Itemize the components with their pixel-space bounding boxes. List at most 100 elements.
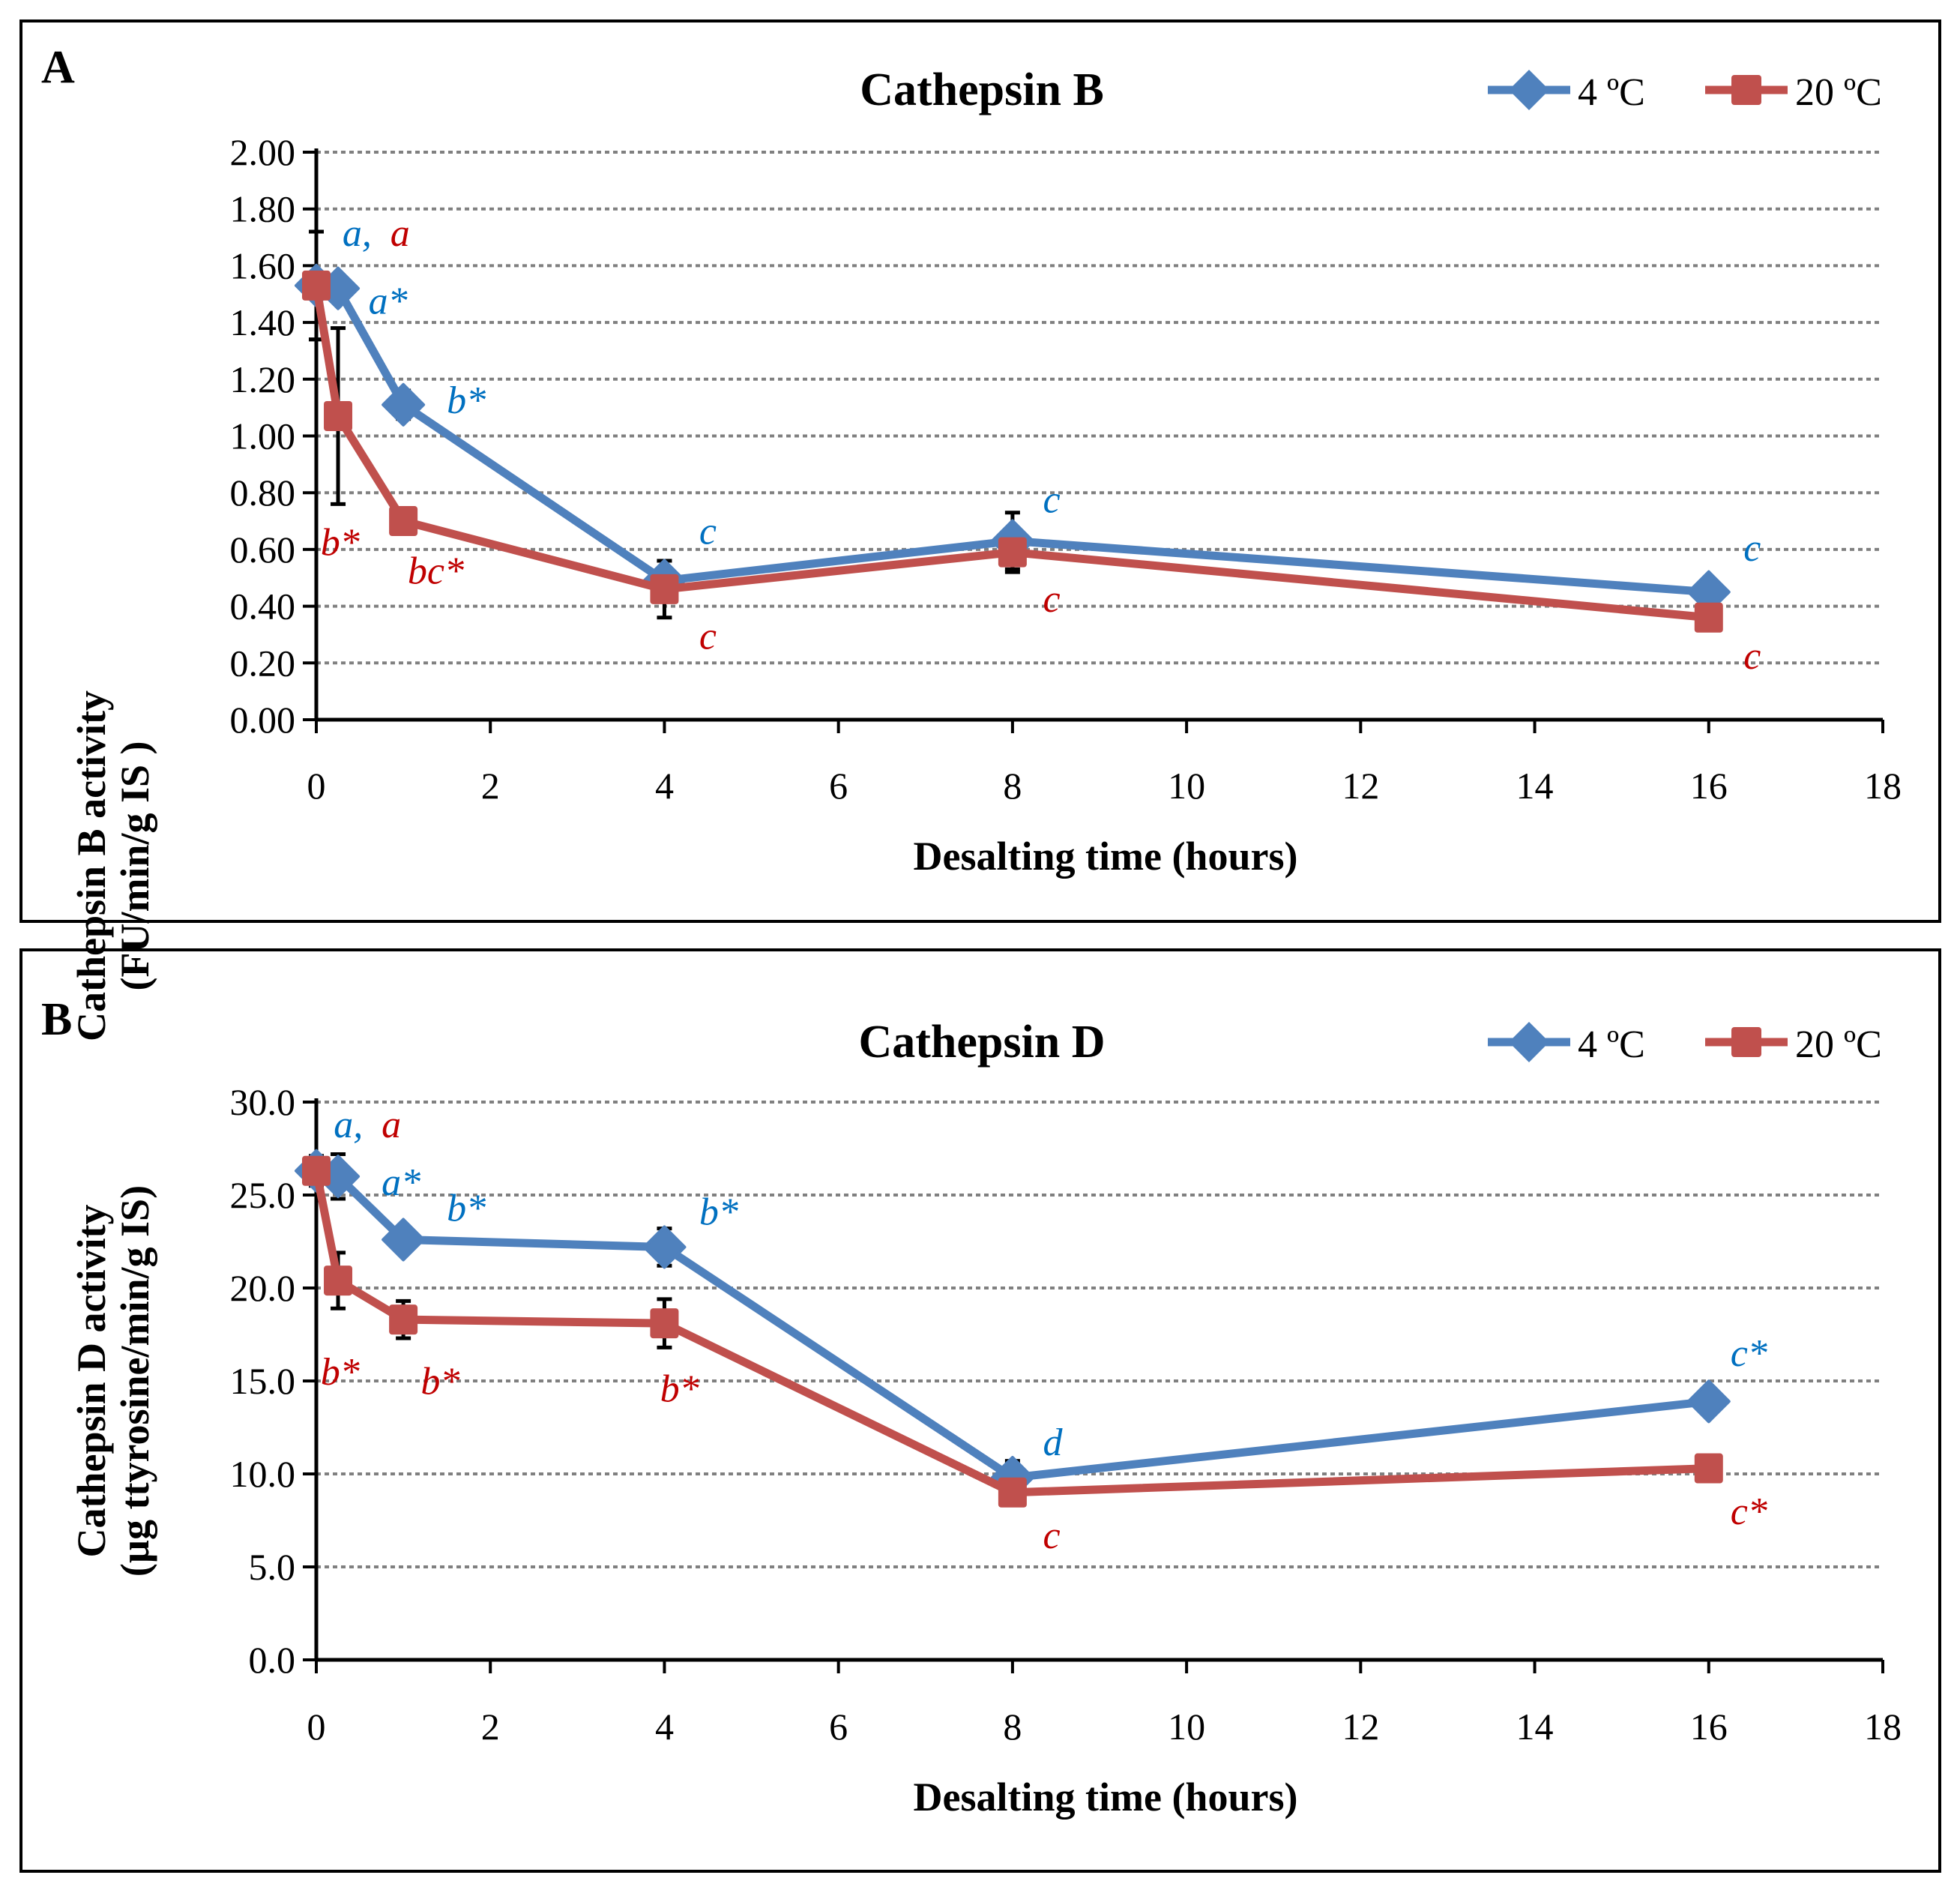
x-tick-label: 8 (1003, 1706, 1022, 1748)
y-tick-label: 0.00 (230, 699, 296, 741)
y-tick-label: 10.0 (230, 1453, 296, 1495)
y-axis-label: Cathepsin B activity(FU/min/g IS ) (69, 690, 157, 1041)
y-tick-label: 1.20 (230, 358, 296, 400)
y-tick-label: 5.0 (249, 1546, 296, 1588)
legend-marker-diamond (1509, 1022, 1549, 1062)
x-tick-label: 10 (1168, 1706, 1205, 1748)
significance-label: c (1743, 635, 1761, 678)
panel-label: B (41, 994, 72, 1045)
y-tick-label: 0.20 (230, 642, 296, 684)
data-point-square (389, 506, 418, 537)
significance-label: b* (447, 379, 486, 422)
y-tick-label: 0.40 (230, 586, 296, 628)
data-point-square (302, 270, 331, 301)
significance-label: b* (660, 1367, 699, 1410)
data-point-square (998, 537, 1027, 568)
y-tick-label: 0.60 (230, 529, 296, 571)
significance-label: c (1043, 578, 1061, 621)
legend: 4 ºC 20 ºC (1488, 1022, 1882, 1066)
data-point-diamond (1686, 1379, 1731, 1424)
panel-border (19, 19, 1941, 923)
x-tick-label: 2 (481, 765, 500, 807)
data-point-square (1694, 602, 1723, 633)
y-tick-label: 2.00 (230, 131, 296, 173)
x-axis-label: Desalting time (hours) (914, 834, 1298, 879)
y-axis-label-line: (FU/min/g IS ) (112, 741, 157, 990)
y-tick-label: 25.0 (230, 1174, 296, 1216)
significance-label: b* (321, 521, 360, 564)
x-tick-label: 8 (1003, 765, 1022, 807)
significance-label: b* (321, 1351, 360, 1394)
x-axis-label: Desalting time (hours) (914, 1775, 1298, 1820)
y-tick-label: 1.80 (230, 188, 296, 230)
chart-title: Cathepsin B (860, 64, 1104, 115)
y-axis-label-line: Cathepsin D activity (69, 1205, 114, 1558)
series-line-20c (312, 284, 1710, 622)
legend-label: 20 ºC (1795, 71, 1882, 114)
series-line-20c (312, 1170, 1709, 1497)
legend-marker-square (1731, 75, 1761, 105)
legend: 4 ºC 20 ºC (1488, 70, 1882, 114)
significance-label: c* (1731, 1332, 1767, 1375)
legend-label: 4 ºC (1578, 1023, 1645, 1066)
significance-label: c (1043, 479, 1061, 522)
x-tick-label: 14 (1516, 1706, 1554, 1748)
significance-label: c (699, 615, 717, 657)
data-point-diamond (382, 1218, 426, 1262)
panel-border (19, 948, 1941, 1873)
data-point-square (389, 1304, 418, 1335)
significance-label: a (382, 1104, 401, 1146)
x-tick-label: 6 (829, 1706, 848, 1748)
significance-label: a* (369, 280, 408, 323)
significance-label: b* (699, 1191, 738, 1234)
y-axis-label-line: Cathepsin B activity (69, 690, 114, 1041)
x-tick-label: 2 (481, 1706, 500, 1748)
y-tick-label: 0.80 (230, 472, 296, 514)
significance-label: a, (334, 1104, 363, 1146)
data-point-square (302, 1155, 331, 1186)
panel-label: A (41, 42, 75, 93)
x-tick-label: 6 (829, 765, 848, 807)
y-tick-label: 15.0 (230, 1360, 296, 1402)
data-point-diamond (382, 382, 426, 427)
data-point-square (998, 1477, 1027, 1508)
y-tick-label: 1.60 (230, 244, 296, 286)
significance-label: a, (343, 212, 372, 255)
significance-label: c (1743, 527, 1761, 570)
y-axis-label-line: (µg ttyrosine/min/g IS) (112, 1185, 157, 1577)
x-tick-label: 18 (1864, 1706, 1902, 1748)
data-point-square (324, 1265, 353, 1296)
significance-label: c* (1731, 1490, 1767, 1533)
x-tick-label: 12 (1342, 765, 1379, 807)
significance-label: d (1043, 1421, 1064, 1464)
y-tick-label: 1.00 (230, 415, 296, 457)
data-point-square (650, 574, 679, 604)
x-tick-label: 12 (1342, 1706, 1379, 1748)
significance-label: a* (382, 1161, 420, 1204)
significance-label: c (1043, 1514, 1061, 1557)
x-tick-label: 16 (1690, 1706, 1728, 1748)
significance-label: c (699, 510, 717, 553)
x-tick-label: 4 (655, 1706, 674, 1748)
chart-title: Cathepsin D (858, 1017, 1105, 1068)
legend-label: 4 ºC (1578, 71, 1645, 114)
significance-label: b* (447, 1188, 486, 1230)
significance-label: b* (420, 1360, 459, 1403)
x-tick-label: 14 (1516, 765, 1554, 807)
y-tick-label: 0.0 (249, 1639, 296, 1681)
y-tick-label: 30.0 (230, 1081, 296, 1123)
significance-label: bc* (408, 550, 464, 592)
x-tick-label: 4 (655, 765, 674, 807)
data-point-diamond (642, 1225, 687, 1269)
y-tick-label: 20.0 (230, 1267, 296, 1309)
x-tick-label: 0 (307, 765, 326, 807)
data-point-square (650, 1308, 679, 1339)
data-point-square (324, 401, 353, 432)
y-tick-label: 1.40 (230, 301, 296, 343)
legend-marker-diamond (1509, 70, 1549, 110)
significance-label: a (391, 212, 410, 255)
legend-marker-square (1731, 1027, 1761, 1057)
chart-panel-B: B Cathepsin D 0.0 5.0 10.0 15.0 20.0 25.0 30.0 0 2… (19, 948, 1941, 1873)
chart-panel-A: A Cathepsin B 0.00 0.20 0.40 0.60 0.80 1.00 1.20… (19, 19, 1941, 1041)
